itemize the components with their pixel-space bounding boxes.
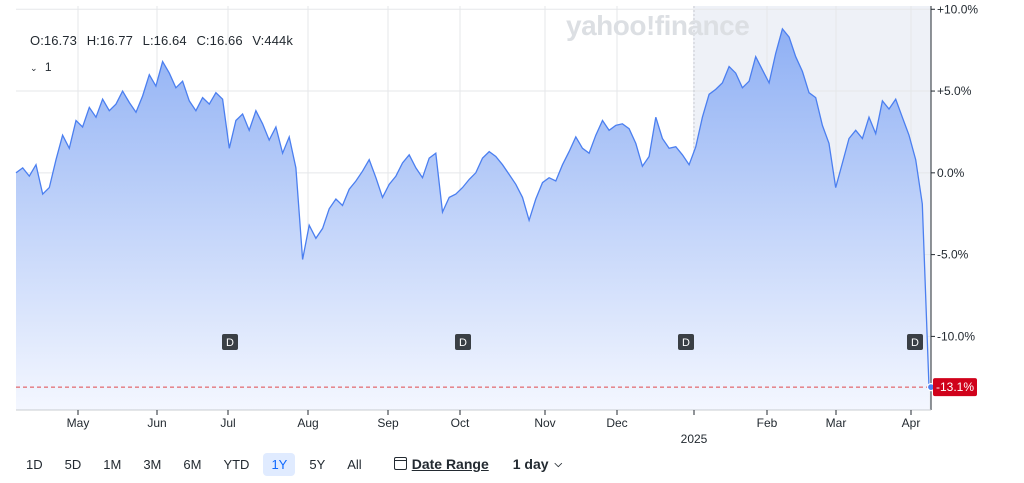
y-axis: +10.0% +5.0% 0.0% -5.0% -10.0% bbox=[931, 2, 978, 343]
range-controls: 1D 5D 1M 3M 6M YTD 1Y 5Y All Date Range 1 day ⌵ bbox=[18, 450, 562, 478]
date-range-button[interactable]: Date Range bbox=[393, 456, 489, 472]
x-tick-label: Jul bbox=[220, 416, 235, 430]
open-value: O:16.73 bbox=[30, 33, 77, 48]
x-axis: May Jun Jul Aug Sep Oct Nov Dec 2025 Feb Mar Apr bbox=[67, 410, 921, 446]
y-tick-label: +10.0% bbox=[937, 2, 978, 16]
range-button-all[interactable]: All bbox=[347, 456, 362, 472]
compare-count: 1 bbox=[44, 60, 52, 74]
x-tick-label: Jun bbox=[147, 416, 166, 430]
dividend-marker-label: D bbox=[226, 337, 234, 349]
low-value: L:16.64 bbox=[142, 33, 187, 48]
y-tick-label: +5.0% bbox=[937, 84, 972, 98]
chevron-down-icon: ⌵ bbox=[554, 458, 563, 470]
range-button-3m[interactable]: 3M bbox=[143, 456, 162, 472]
range-button-1m[interactable]: 1M bbox=[103, 456, 122, 472]
high-value: H:16.77 bbox=[86, 33, 133, 48]
dividend-marker-bg bbox=[678, 334, 694, 350]
x-tick-label: Aug bbox=[297, 416, 318, 430]
dividend-marker-label: D bbox=[911, 337, 919, 349]
dividend-marker[interactable]: D bbox=[907, 334, 923, 350]
y-tick-label: -10.0% bbox=[937, 329, 975, 343]
range-buttons: 1D 5D 1M 3M 6M YTD 1Y 5Y All bbox=[18, 452, 376, 476]
dividend-marker-label: D bbox=[682, 337, 690, 349]
volume-value: V:444k bbox=[252, 33, 293, 48]
chevron-down-icon: ⌄ bbox=[30, 63, 38, 73]
last-value-badge-bg bbox=[933, 378, 977, 397]
range-button-6m[interactable]: 6M bbox=[183, 456, 202, 472]
range-button-1d[interactable]: 1D bbox=[26, 456, 43, 472]
close-value: C:16.66 bbox=[196, 33, 243, 48]
x-tick-label: Apr bbox=[902, 416, 921, 430]
last-value-badge: -13.1% bbox=[926, 378, 977, 397]
x-tick-label: 2025 bbox=[681, 432, 708, 446]
range-button-1y[interactable]: 1Y bbox=[263, 452, 296, 476]
x-tick-label: Feb bbox=[757, 416, 778, 430]
last-value-badge-label: -13.1% bbox=[936, 380, 974, 394]
date-range-label: Date Range bbox=[411, 456, 489, 472]
x-tick-label: Dec bbox=[606, 416, 627, 430]
price-area bbox=[16, 28, 929, 411]
dividend-marker-bg bbox=[222, 334, 238, 350]
interval-label: 1 day bbox=[512, 456, 549, 472]
dividend-marker[interactable]: D bbox=[678, 334, 694, 350]
range-button-5y[interactable]: 5Y bbox=[309, 456, 326, 472]
interval-select[interactable]: 1 day ⌵ bbox=[513, 456, 562, 472]
dividend-marker-bg bbox=[907, 334, 923, 350]
ohlc-readout: O:16.73 H:16.77 L:16.64 C:16.66 V:444k bbox=[30, 33, 299, 48]
range-button-5d[interactable]: 5D bbox=[64, 456, 82, 472]
dividend-marker[interactable]: D bbox=[455, 334, 471, 350]
yahoo-finance-watermark: yahoo!finance bbox=[566, 10, 750, 41]
x-tick-label: Mar bbox=[826, 416, 847, 430]
price-line bbox=[15, 27, 930, 388]
dividend-marker-label: D bbox=[459, 337, 467, 349]
dividend-marker[interactable]: D bbox=[222, 334, 238, 350]
x-tick-label: Nov bbox=[534, 416, 555, 430]
dividend-marker-bg bbox=[455, 334, 471, 350]
x-tick-label: May bbox=[67, 416, 90, 430]
x-tick-label: Sep bbox=[377, 416, 399, 430]
range-button-ytd[interactable]: YTD bbox=[223, 456, 250, 472]
y-tick-label: -5.0% bbox=[937, 248, 969, 262]
y-tick-label: 0.0% bbox=[937, 166, 965, 180]
compare-toggle[interactable]: ⌄ 1 bbox=[30, 60, 52, 74]
calendar-icon bbox=[393, 456, 407, 470]
x-tick-label: Oct bbox=[451, 416, 470, 430]
